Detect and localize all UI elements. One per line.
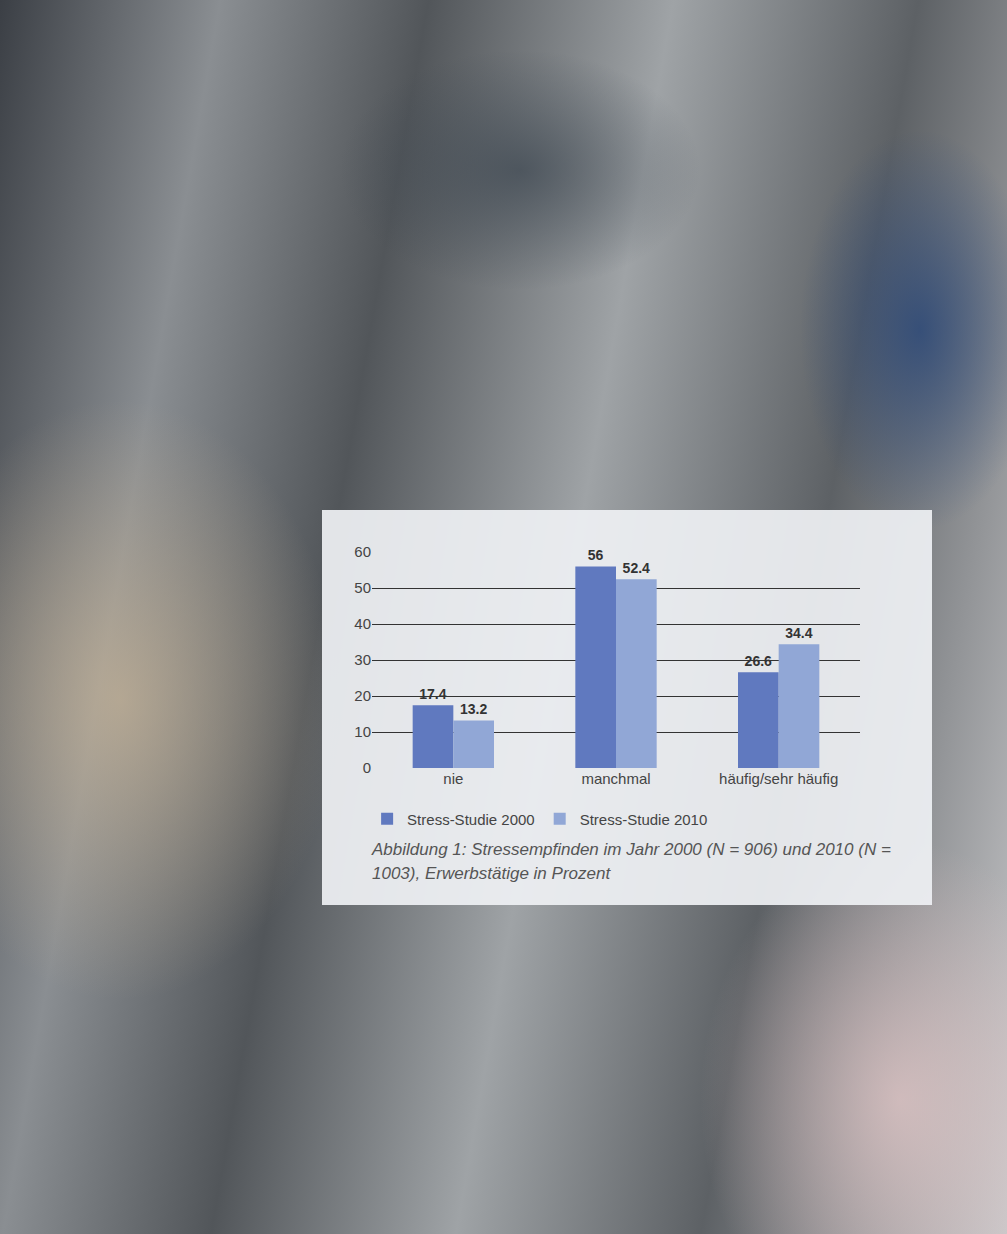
svg-text:20: 20 [354,687,371,704]
svg-text:50: 50 [354,579,371,596]
svg-text:17.4: 17.4 [419,686,446,702]
svg-text:40: 40 [354,615,371,632]
svg-text:Stress-Studie 2000: Stress-Studie 2000 [407,811,535,828]
svg-text:34.4: 34.4 [785,625,812,641]
svg-text:30: 30 [354,651,371,668]
svg-text:13.2: 13.2 [460,701,487,717]
svg-text:56: 56 [588,547,604,563]
svg-text:häufig/sehr häufig: häufig/sehr häufig [719,770,838,787]
svg-text:nie: nie [443,770,463,787]
html-text:Abbildung 1: Stressempfinden i: Abbildung 1: Stressempfinden im Jahr 200… [372,840,891,883]
svg-text:52.4: 52.4 [623,560,650,576]
svg-text:0: 0 [363,759,371,776]
svg-text:10: 10 [354,723,371,740]
svg-text:Stress-Studie 2010: Stress-Studie 2010 [580,811,708,828]
svg-text:26.6: 26.6 [745,653,772,669]
svg-text:manchmal: manchmal [581,770,650,787]
svg-text:60: 60 [354,543,371,560]
